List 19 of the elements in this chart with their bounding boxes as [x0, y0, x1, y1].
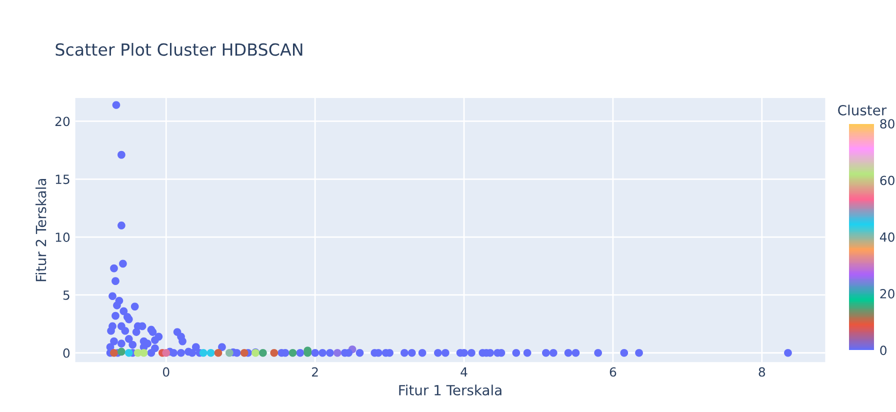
- y-tick-label: 15: [56, 174, 70, 184]
- y-tick-label: 10: [56, 232, 70, 242]
- color-bar-label: 40: [880, 232, 894, 242]
- chart-title: Scatter Plot Cluster HDBSCAN: [56, 42, 302, 56]
- color-bar-label: 60: [880, 176, 894, 186]
- color-bar-label: 20: [880, 289, 894, 298]
- y-axis-title: Fitur 2 Terskala: [36, 178, 46, 282]
- color-bar-title: Cluster: [838, 104, 887, 116]
- color-bar-label: 0: [880, 346, 886, 356]
- color-bar-label: 80: [880, 119, 894, 129]
- y-tick-label: 0: [63, 348, 70, 358]
- x-tick-label: 6: [610, 367, 616, 377]
- x-axis-title: Fitur 1 Terskala: [399, 384, 502, 396]
- y-tick-label: 5: [63, 290, 70, 300]
- x-tick-label: 0: [162, 367, 170, 377]
- x-tick-label: 2: [312, 367, 318, 377]
- y-tick-label: 20: [55, 116, 70, 126]
- x-tick-label: 8: [758, 367, 766, 377]
- x-tick-label: 4: [460, 367, 468, 377]
